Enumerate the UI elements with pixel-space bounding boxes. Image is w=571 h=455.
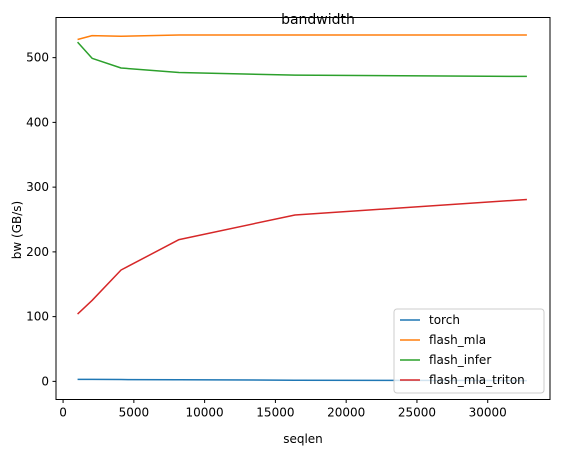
legend-label-torch: torch xyxy=(429,313,460,327)
y-tick-label: 300 xyxy=(26,180,49,194)
y-tick-label: 400 xyxy=(26,115,49,129)
chart-title: bandwidth xyxy=(281,12,355,28)
series-layer xyxy=(77,34,527,382)
x-axis: 0 5000 10000 15000 20000 25000 30000 xyxy=(59,399,507,420)
legend-label-flash-mla: flash_mla xyxy=(429,333,486,347)
axes-frame xyxy=(55,17,551,400)
series-line-flash-mla-triton xyxy=(77,198,527,315)
legend: torch flash_mla flash_infer flash_mla_trito… xyxy=(393,308,545,394)
y-axis-label: bw (GB/s) xyxy=(10,201,24,259)
legend-box xyxy=(393,308,545,394)
y-tick-label: 500 xyxy=(26,51,49,65)
legend-label-flash-infer: flash_infer xyxy=(429,353,491,367)
series-line-flash-infer xyxy=(77,41,527,78)
series-line-flash-mla xyxy=(77,34,527,41)
x-tick-label: 0 xyxy=(59,406,67,420)
legend-label-flash-mla-triton: flash_mla_triton xyxy=(429,373,525,387)
y-tick-label: 0 xyxy=(41,374,49,388)
x-tick-label: 5000 xyxy=(119,406,150,420)
x-tick-label: 15000 xyxy=(256,406,294,420)
x-tick-label: 20000 xyxy=(327,406,365,420)
series-line-torch xyxy=(77,378,527,382)
x-tick-label: 30000 xyxy=(469,406,507,420)
y-axis: 0 100 200 300 400 500 xyxy=(26,51,56,388)
x-axis-label: seqlen xyxy=(283,432,323,446)
y-tick-label: 100 xyxy=(26,310,49,324)
x-tick-label: 25000 xyxy=(398,406,436,420)
y-tick-label: 200 xyxy=(26,245,49,259)
x-tick-label: 10000 xyxy=(186,406,224,420)
